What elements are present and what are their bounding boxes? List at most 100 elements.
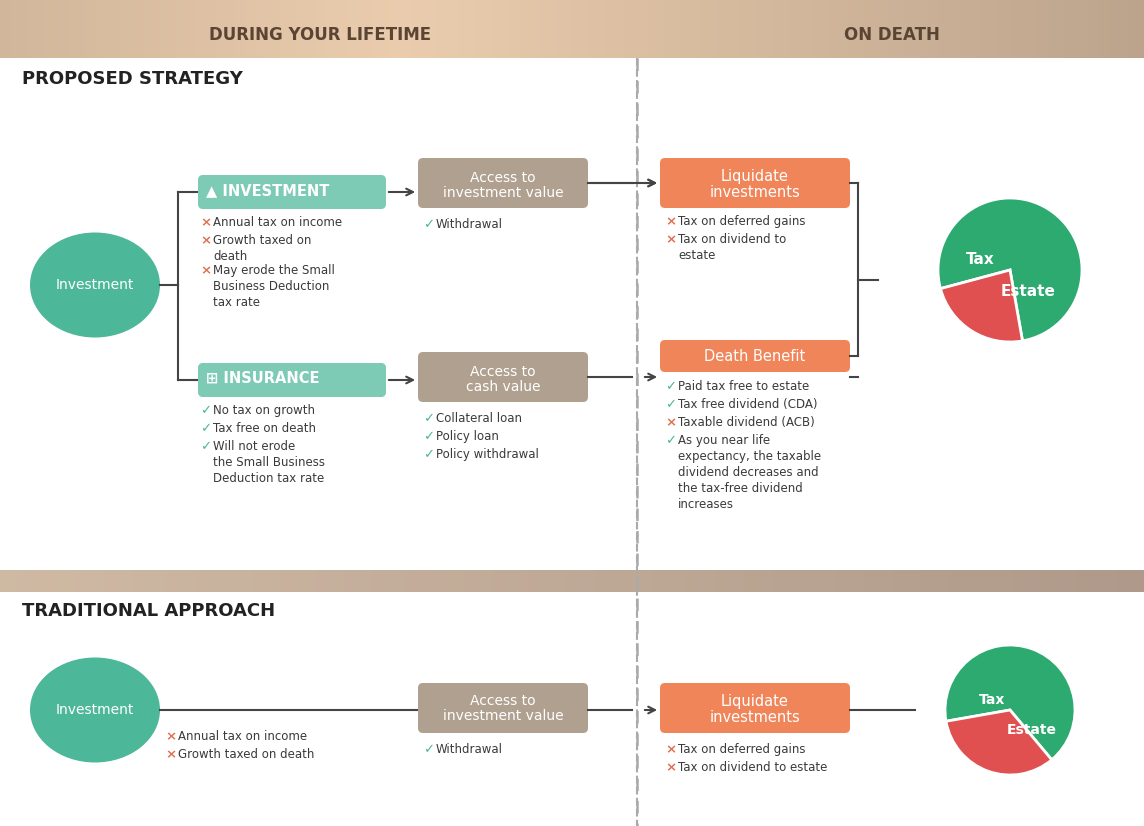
FancyBboxPatch shape [286,0,293,58]
FancyBboxPatch shape [543,0,550,58]
Text: ×: × [665,761,676,774]
Text: Tax on dividend to: Tax on dividend to [678,233,786,246]
FancyBboxPatch shape [275,0,281,58]
Text: ✓: ✓ [665,398,676,411]
Text: DURING YOUR LIFETIME: DURING YOUR LIFETIME [209,26,431,44]
FancyBboxPatch shape [749,0,756,58]
FancyBboxPatch shape [246,0,253,58]
FancyBboxPatch shape [257,0,264,58]
Text: Liquidate: Liquidate [721,169,789,184]
Text: Deduction tax rate: Deduction tax rate [213,472,324,485]
FancyBboxPatch shape [223,0,230,58]
FancyBboxPatch shape [418,158,588,208]
FancyBboxPatch shape [990,0,996,58]
Text: Taxable dividend (ACB): Taxable dividend (ACB) [678,416,815,429]
FancyBboxPatch shape [429,0,436,58]
FancyBboxPatch shape [458,0,464,58]
FancyBboxPatch shape [972,0,979,58]
FancyBboxPatch shape [332,0,339,58]
FancyBboxPatch shape [109,0,116,58]
FancyBboxPatch shape [137,0,144,58]
FancyBboxPatch shape [1087,0,1094,58]
FancyBboxPatch shape [589,0,596,58]
FancyBboxPatch shape [154,0,161,58]
Text: ×: × [200,264,212,277]
Text: increases: increases [678,498,734,511]
Text: ✓: ✓ [423,448,434,461]
FancyBboxPatch shape [372,0,379,58]
Text: ✓: ✓ [200,422,212,435]
FancyBboxPatch shape [578,0,585,58]
FancyBboxPatch shape [509,0,516,58]
FancyBboxPatch shape [1075,0,1082,58]
FancyBboxPatch shape [704,0,710,58]
Wedge shape [938,198,1082,341]
FancyBboxPatch shape [892,0,899,58]
FancyBboxPatch shape [801,0,808,58]
FancyBboxPatch shape [818,0,825,58]
FancyBboxPatch shape [1052,0,1059,58]
FancyBboxPatch shape [280,0,287,58]
FancyBboxPatch shape [114,0,121,58]
Wedge shape [940,270,1023,342]
Text: ×: × [200,216,212,229]
FancyBboxPatch shape [412,0,419,58]
FancyBboxPatch shape [515,0,522,58]
FancyBboxPatch shape [984,0,991,58]
Text: Policy loan: Policy loan [436,430,499,443]
Text: ON DEATH: ON DEATH [844,26,940,44]
Text: Collateral loan: Collateral loan [436,412,522,425]
Text: Access to: Access to [470,365,535,379]
FancyBboxPatch shape [383,0,390,58]
FancyBboxPatch shape [103,0,110,58]
FancyBboxPatch shape [1030,0,1036,58]
FancyBboxPatch shape [555,0,562,58]
Text: Withdrawal: Withdrawal [436,743,503,756]
Text: May erode the Small: May erode the Small [213,264,335,277]
Text: ×: × [665,233,676,246]
Text: Tax: Tax [966,253,994,268]
FancyBboxPatch shape [320,0,327,58]
FancyBboxPatch shape [166,0,173,58]
FancyBboxPatch shape [423,0,430,58]
FancyBboxPatch shape [1081,0,1088,58]
FancyBboxPatch shape [1098,0,1105,58]
FancyBboxPatch shape [0,0,7,58]
Text: Investment: Investment [56,703,134,717]
FancyBboxPatch shape [132,0,138,58]
FancyBboxPatch shape [97,0,104,58]
FancyBboxPatch shape [1001,0,1008,58]
Text: ×: × [200,234,212,247]
FancyBboxPatch shape [660,158,850,208]
Text: ✓: ✓ [423,743,434,756]
FancyBboxPatch shape [664,0,670,58]
FancyBboxPatch shape [1018,0,1025,58]
FancyBboxPatch shape [46,0,53,58]
FancyBboxPatch shape [217,0,224,58]
Text: Tax on deferred gains: Tax on deferred gains [678,743,805,756]
Text: Estate: Estate [1007,723,1057,737]
FancyBboxPatch shape [126,0,133,58]
Text: investments: investments [709,710,801,725]
FancyBboxPatch shape [606,0,613,58]
FancyBboxPatch shape [297,0,304,58]
FancyBboxPatch shape [198,363,386,397]
FancyBboxPatch shape [641,0,648,58]
FancyBboxPatch shape [469,0,476,58]
Text: estate: estate [678,249,715,262]
FancyBboxPatch shape [732,0,739,58]
FancyBboxPatch shape [149,0,156,58]
Text: ⊞ INSURANCE: ⊞ INSURANCE [206,371,319,386]
FancyBboxPatch shape [183,0,190,58]
FancyBboxPatch shape [160,0,167,58]
FancyBboxPatch shape [995,0,1002,58]
FancyBboxPatch shape [772,0,779,58]
FancyBboxPatch shape [721,0,728,58]
FancyBboxPatch shape [1058,0,1065,58]
FancyBboxPatch shape [51,0,58,58]
FancyBboxPatch shape [17,0,24,58]
FancyBboxPatch shape [660,683,850,733]
FancyBboxPatch shape [418,683,588,733]
FancyBboxPatch shape [583,0,590,58]
Text: Will not erode: Will not erode [213,440,295,453]
